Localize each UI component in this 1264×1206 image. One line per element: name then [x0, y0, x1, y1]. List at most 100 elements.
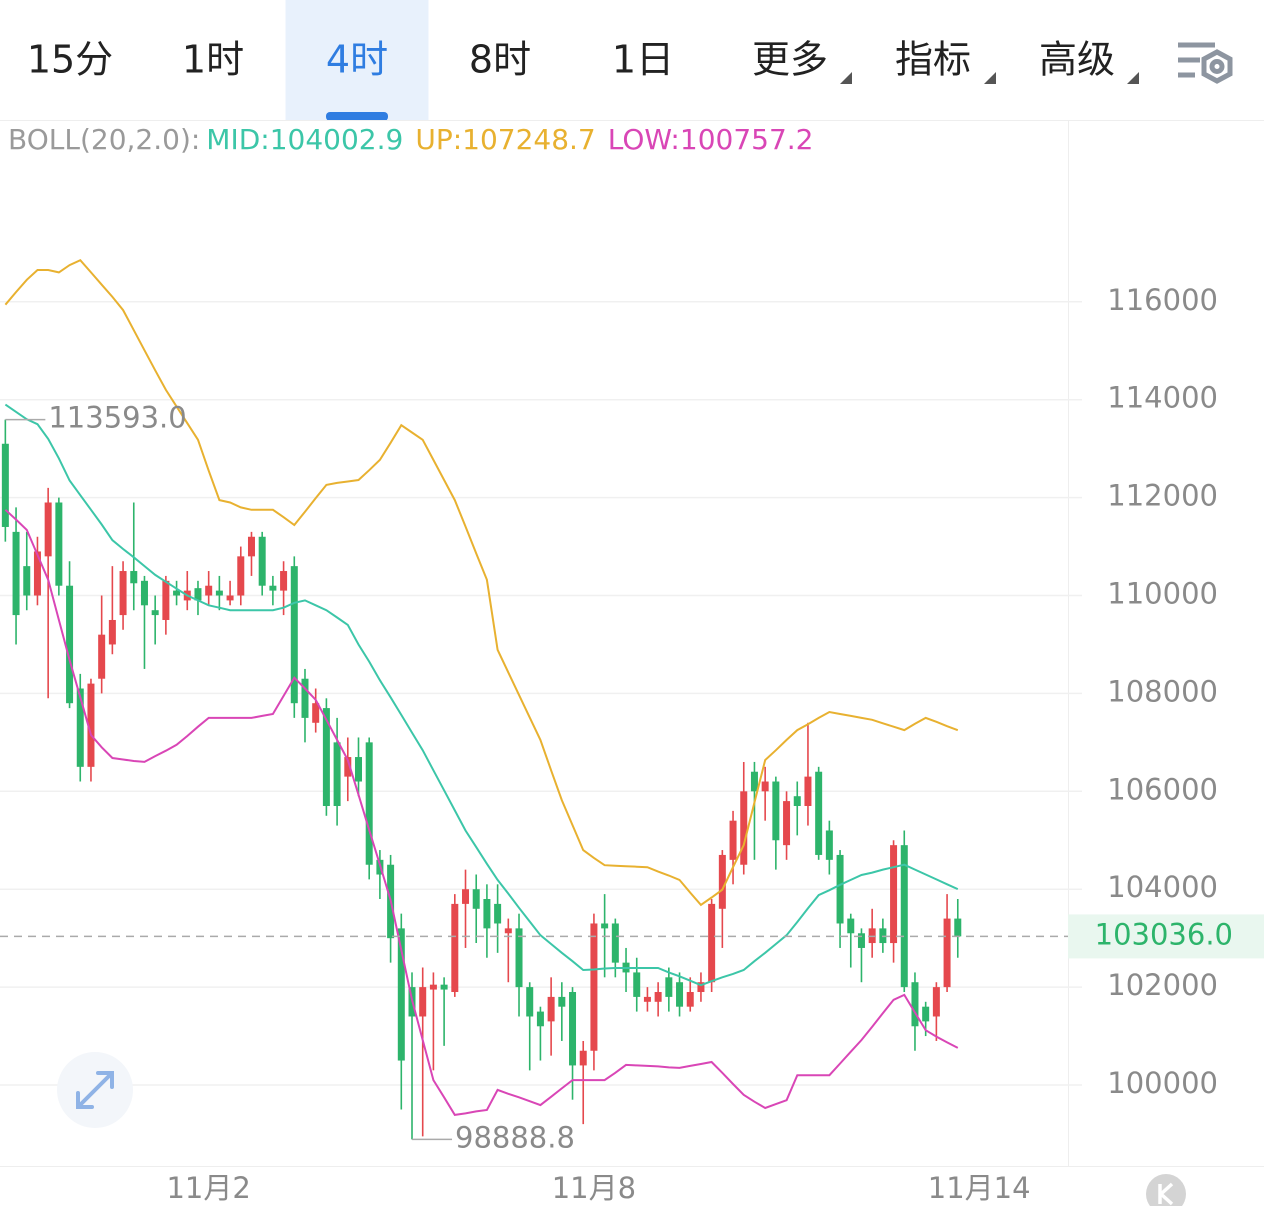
candle-body: [504, 928, 512, 934]
candle-body: [579, 1050, 587, 1066]
boll-line: [4, 403, 959, 987]
indicator-text: UP:: [415, 123, 462, 156]
candle-body: [718, 854, 726, 909]
y-tick-label: 106000: [1107, 772, 1218, 806]
candle-body: [665, 977, 673, 997]
candle-body: [226, 595, 234, 601]
candle-body: [98, 634, 106, 679]
active-tab-bg: [285, 0, 429, 120]
candle-body: [119, 571, 127, 616]
active-tab-indicator: [326, 112, 388, 121]
candle-body: [344, 757, 352, 777]
candle-body: [1, 443, 9, 527]
indicator-text: LOW:: [608, 123, 680, 156]
candle-body: [761, 781, 769, 792]
candle-body: [194, 588, 202, 601]
y-tick-label: 114000: [1107, 381, 1218, 415]
boll-line: [4, 258, 959, 907]
tab[interactable]: 更多: [752, 38, 828, 82]
extreme-label: 98888.8: [455, 1120, 575, 1154]
candle-body: [215, 590, 223, 596]
candle-body: [44, 502, 52, 557]
candle-body: [643, 996, 651, 1002]
candle-body: [547, 996, 555, 1022]
candle-body: [237, 556, 245, 596]
candle-body: [772, 781, 780, 841]
candle-body: [322, 708, 330, 806]
candle-body: [494, 903, 502, 924]
candle-body: [205, 585, 213, 596]
y-tick-label: 112000: [1107, 479, 1218, 513]
candle-body: [312, 703, 320, 723]
candle-body: [301, 678, 309, 718]
tab[interactable]: 1时: [182, 38, 244, 82]
tab[interactable]: 8时: [469, 38, 531, 82]
candle-body: [611, 923, 619, 963]
tab-bar: 15分 1时 4时 8时 1日 更多 指标 高级: [27, 0, 1115, 121]
candle-body: [708, 903, 716, 983]
candle-body: [890, 845, 898, 944]
candle-body: [173, 590, 181, 596]
y-tick-label: 100000: [1107, 1066, 1218, 1100]
settings-icon[interactable]: [1178, 42, 1233, 84]
expand-button[interactable]: [57, 1052, 133, 1128]
candle-body: [472, 889, 480, 909]
candle-body: [590, 923, 598, 1051]
candle-body: [804, 776, 812, 806]
candle-body: [451, 903, 459, 993]
indicator-header: BOLL(20,2.0): MID:104002.9 UP:107248.7 LOW:…: [8, 123, 813, 156]
candle-body: [932, 987, 940, 1017]
x-tick-label: 11月8: [552, 1171, 636, 1205]
candle-body: [66, 585, 74, 704]
candle-body: [247, 536, 255, 557]
candle-body: [354, 757, 362, 782]
last-price-bg: [1068, 914, 1264, 959]
tab[interactable]: 4时: [326, 38, 388, 82]
candle-body: [569, 992, 577, 1066]
candle-body: [740, 791, 748, 865]
candle-body: [750, 771, 758, 792]
candle-body: [943, 918, 951, 988]
candle-body: [654, 992, 662, 1002]
candle-body: [419, 987, 427, 1017]
indicator-text: 104002.9: [270, 123, 404, 156]
kline-button[interactable]: [1146, 1174, 1186, 1206]
candle-body: [365, 742, 373, 865]
tab[interactable]: 15分: [27, 38, 113, 82]
candle-body: [601, 923, 609, 929]
tab[interactable]: 指标: [895, 38, 971, 82]
tab[interactable]: 高级: [1039, 38, 1115, 82]
y-tick-label: 104000: [1107, 870, 1218, 904]
candle-body: [280, 571, 288, 591]
tab[interactable]: 1日: [612, 38, 674, 82]
indicator-text: 107248.7: [462, 123, 596, 156]
plot: 113593.0 98888.8 103036.0: [0, 258, 1264, 1154]
candle-body: [633, 972, 641, 997]
last-price-label: 103036.0: [1095, 917, 1233, 951]
candle-body: [676, 982, 684, 1007]
y-tick-label: 110000: [1107, 577, 1218, 611]
candle-body: [729, 820, 737, 860]
candle-body: [55, 502, 63, 586]
candle-body: [462, 889, 470, 904]
candle-body: [783, 801, 791, 846]
candle-body: [429, 984, 437, 990]
candle-body: [12, 531, 20, 616]
candle-body: [23, 566, 31, 596]
y-tick-label: 108000: [1107, 674, 1218, 708]
candle-body: [108, 619, 116, 645]
candle-body: [333, 742, 341, 806]
candle-body: [162, 580, 170, 620]
indicator-text: MID:: [206, 123, 269, 156]
indicator-text: BOLL(20,2.0):: [8, 123, 200, 156]
candle-body: [76, 688, 84, 767]
candle-body: [815, 771, 823, 855]
candle-body: [258, 536, 266, 586]
candle-body: [900, 845, 908, 988]
candle-body: [836, 854, 844, 924]
candle-body: [483, 899, 491, 929]
candle-body: [793, 796, 801, 806]
dropdown-marker: [984, 72, 996, 84]
candle-body: [440, 984, 448, 990]
candle-body: [290, 566, 298, 704]
